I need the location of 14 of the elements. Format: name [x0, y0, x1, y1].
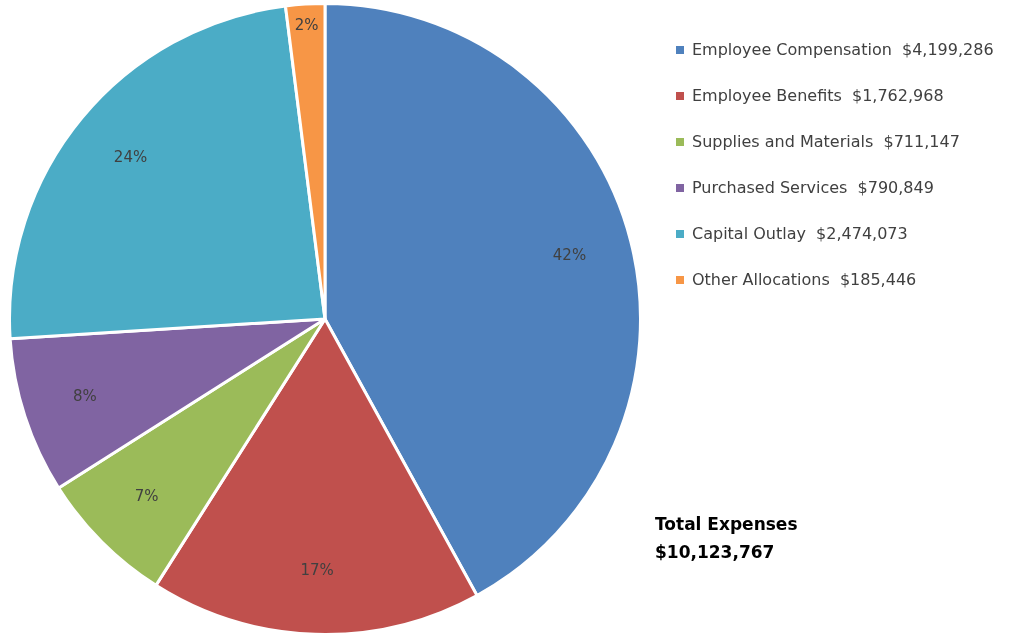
- text: Total Expenses: [655, 513, 798, 536]
- legend-label: Employee Benefits $1,762,968: [692, 86, 944, 105]
- data-label: 2%: [294, 16, 319, 35]
- legend-label: Employee Compensation $4,199,286: [692, 40, 994, 59]
- legend-label: Supplies and Materials $711,147: [692, 132, 960, 151]
- data-label: 42%: [552, 246, 587, 265]
- text: $10,123,767: [655, 541, 776, 564]
- data-label: 7%: [134, 487, 159, 506]
- legend-label: Other Allocations $185,446: [692, 270, 917, 289]
- legend-label: Purchased Services $790,849: [692, 178, 934, 197]
- legend-label: Capital Outlay $2,474,073: [692, 224, 908, 243]
- data-label: 24%: [113, 148, 148, 166]
- data-label: 17%: [300, 561, 334, 580]
- data-label: 8%: [73, 386, 97, 405]
